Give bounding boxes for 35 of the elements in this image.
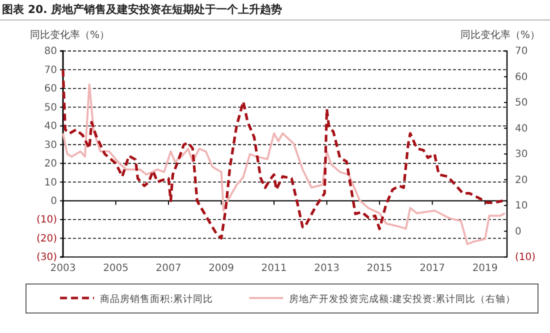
y2-tick-label: 60 (515, 72, 528, 83)
x-tick-label: 2003 (50, 263, 76, 274)
x-tick-label: 2007 (156, 263, 182, 274)
y-tick-label: 10 (44, 177, 57, 188)
x-tick-label: 2011 (261, 263, 287, 274)
y-tick-label: 40 (44, 121, 57, 132)
x-tick-label: 2005 (103, 263, 129, 274)
y-tick-label: (10) (36, 214, 58, 226)
y-tick-label: 30 (44, 140, 57, 151)
y-tick-label: 50 (44, 102, 57, 114)
legend-label: 房地产开发投资完成额:建安投资:累计同比（右轴） (289, 293, 516, 305)
x-tick-label: 2009 (208, 263, 234, 274)
y-tick-label: 0 (50, 196, 57, 208)
y-tick-label: 80 (44, 46, 57, 58)
x-tick-label: 2013 (314, 263, 340, 274)
x-tick-label: 2015 (366, 263, 392, 274)
y2-tick-label: (10) (515, 252, 536, 264)
chart-title: 图表 20. 房地产销售及建安投资在短期处于一个上升趋势 (2, 3, 282, 16)
y-tick-label: 70 (44, 64, 57, 76)
y2-tick-label: 10 (515, 200, 528, 212)
x-tick-label: 2019 (472, 263, 498, 274)
y2-axis-title: 同比变化率（%） (460, 29, 540, 41)
x-tick-label: 2017 (420, 263, 446, 274)
y2-tick-label: 70 (515, 46, 528, 58)
y2-tick-label: 40 (515, 123, 528, 134)
y2-tick-label: 50 (515, 98, 528, 109)
legend-label: 商品房销售面积:累计同比 (100, 293, 214, 305)
y2-tick-label: 30 (515, 149, 528, 160)
y-axis-title: 同比变化率（%） (30, 29, 110, 41)
y-tick-label: (30) (36, 252, 58, 264)
y-tick-label: 20 (44, 158, 57, 170)
y2-tick-label: 0 (515, 226, 522, 238)
y-tick-label: (20) (36, 233, 58, 244)
y2-tick-label: 20 (515, 174, 528, 186)
y-tick-label: 60 (44, 84, 57, 95)
